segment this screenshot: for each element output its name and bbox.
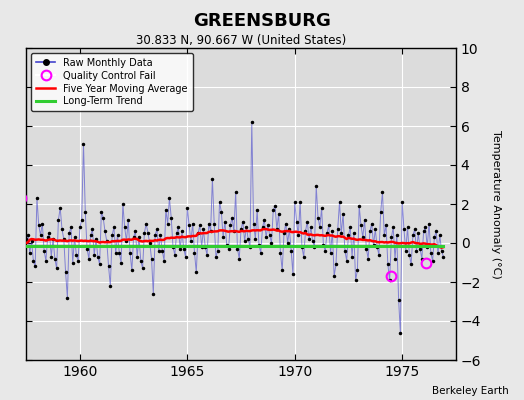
Text: Berkeley Earth: Berkeley Earth [432, 386, 508, 396]
Legend: Raw Monthly Data, Quality Control Fail, Five Year Moving Average, Long-Term Tren: Raw Monthly Data, Quality Control Fail, … [31, 53, 192, 111]
Text: GREENSBURG: GREENSBURG [193, 12, 331, 30]
Title: 30.833 N, 90.667 W (United States): 30.833 N, 90.667 W (United States) [136, 34, 346, 47]
Y-axis label: Temperature Anomaly (°C): Temperature Anomaly (°C) [490, 130, 501, 278]
